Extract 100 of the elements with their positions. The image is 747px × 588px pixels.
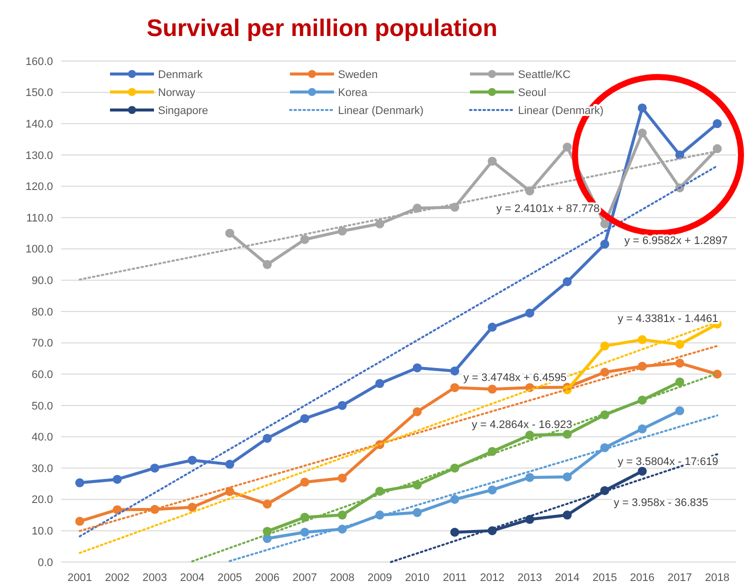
point (525, 472, 534, 482)
annotation: y = 6.9582x + 1.2897 (624, 234, 728, 247)
y-tick-label: 80.0 (32, 306, 53, 318)
point (225, 228, 234, 238)
y-tick-label: 0.0 (38, 556, 53, 569)
point (225, 460, 234, 469)
point (450, 383, 460, 392)
point (488, 485, 497, 494)
x-tick-label: 2015 (592, 572, 617, 584)
x-tick-label: 2013 (518, 572, 542, 584)
point (712, 119, 722, 128)
legend-label: Seoul (518, 86, 546, 99)
point (300, 528, 310, 537)
y-tick-label: 160.0 (25, 56, 53, 68)
x-tick-label: 2017 (668, 572, 692, 584)
point (638, 424, 647, 434)
point (262, 500, 272, 509)
x-tick-label: 2014 (555, 572, 580, 584)
point (262, 260, 272, 270)
y-tick-label: 150.0 (25, 87, 53, 100)
x-tick-label: 2009 (368, 572, 392, 584)
point (600, 341, 610, 350)
y-tick-label: 130.0 (25, 150, 53, 162)
y-tick-label: 40.0 (32, 432, 53, 444)
x-tick-label: 2016 (630, 572, 654, 584)
point (375, 219, 384, 228)
point (262, 434, 272, 443)
point (638, 128, 647, 138)
y-tick-label: 70.0 (32, 338, 53, 350)
point (525, 308, 534, 318)
point (75, 516, 84, 526)
y-tick-label: 30.0 (32, 462, 53, 475)
point (638, 103, 647, 112)
y-tick-label: 10.0 (32, 526, 53, 538)
y-tick-label: 50.0 (32, 400, 53, 412)
x-tick-label: 2003 (142, 572, 167, 584)
point (112, 474, 122, 484)
point (638, 335, 647, 344)
y-tick-label: 140.0 (25, 118, 53, 130)
point (675, 340, 684, 349)
point (338, 510, 347, 520)
point (412, 363, 422, 372)
point (300, 414, 310, 424)
point (188, 502, 197, 512)
annotation: y = 3.958x - 36.835 (614, 496, 708, 509)
legend-label: Seattle/KC (518, 68, 571, 81)
point (562, 430, 572, 439)
point (188, 456, 197, 465)
chart-title: Survival per million population (146, 15, 498, 42)
legend-label: Denmark (158, 68, 204, 81)
y-tick-label: 100.0 (25, 244, 53, 256)
legend-label: Linear (Denmark) (338, 104, 424, 117)
point (675, 377, 684, 386)
point (338, 474, 347, 483)
annotation: y = 4.2864x - 16.923 (472, 418, 572, 431)
point (112, 505, 122, 514)
x-tick-label: 2010 (405, 572, 430, 584)
point (488, 384, 497, 394)
x-tick-label: 2004 (180, 572, 204, 584)
y-tick-label: 20.0 (32, 494, 53, 506)
annotation: y = 4.3381x - 1.4461 (618, 312, 718, 325)
x-tick-label: 2011 (442, 572, 467, 584)
y-tick-label: 60.0 (32, 368, 53, 381)
point (638, 466, 647, 476)
point (450, 494, 460, 504)
legend-label: Singapore (158, 104, 208, 117)
x-tick-label: 2007 (292, 572, 317, 584)
point (488, 156, 497, 166)
point (562, 510, 572, 520)
point (562, 472, 572, 482)
point (450, 366, 460, 376)
point (412, 407, 422, 416)
point (338, 226, 347, 236)
x-tick-label: 2002 (105, 572, 130, 584)
point (600, 240, 610, 249)
point (675, 406, 684, 416)
point (300, 478, 310, 487)
point (562, 277, 572, 286)
point (225, 487, 234, 496)
point (300, 234, 310, 244)
legend-label: Korea (338, 86, 368, 99)
y-tick-label: 120.0 (25, 181, 53, 194)
x-tick-label: 2001 (68, 572, 92, 584)
point (562, 142, 572, 152)
y-tick-label: 90.0 (32, 275, 53, 288)
point (375, 379, 384, 388)
x-tick-label: 2005 (218, 572, 242, 584)
point (75, 478, 84, 488)
point (450, 528, 460, 537)
x-tick-label: 2006 (255, 572, 280, 584)
point (600, 368, 610, 377)
x-tick-label: 2018 (705, 572, 730, 584)
point (412, 508, 422, 518)
point (488, 322, 497, 332)
point (150, 464, 160, 473)
point (338, 400, 347, 410)
y-tick-label: 110.0 (26, 212, 53, 224)
x-tick-label: 2012 (480, 572, 504, 584)
x-tick-label: 2008 (330, 572, 354, 584)
point (525, 430, 534, 440)
